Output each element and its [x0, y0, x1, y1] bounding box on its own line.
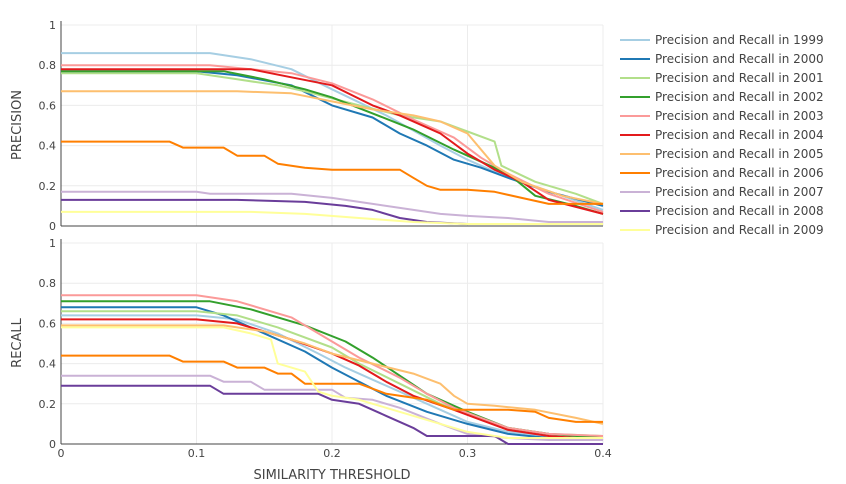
- legend-label: Precision and Recall in 2003: [655, 109, 824, 123]
- recall-y-tick-label: 0.4: [39, 358, 57, 371]
- recall-y-tick-label: 0: [49, 438, 56, 451]
- precision-y-tick-label: 0.6: [39, 99, 57, 112]
- recall-series-line: [61, 384, 603, 445]
- precision-y-tick-label: 1: [49, 19, 56, 32]
- legend-item[interactable]: Precision and Recall in 2002: [620, 90, 824, 104]
- legend-label: Precision and Recall in 2009: [655, 223, 824, 237]
- legend-label: Precision and Recall in 2002: [655, 90, 824, 104]
- precision-y-tick-label: 0.2: [39, 180, 57, 193]
- recall-y-tick-label: 1: [49, 237, 56, 250]
- legend: Precision and Recall in 1999 Precision an…: [620, 33, 824, 237]
- recall-series-line: [61, 306, 604, 441]
- x-tick-label: 0.4: [594, 447, 612, 460]
- legend-item[interactable]: Precision and Recall in 2004: [620, 128, 824, 142]
- recall-series-line: [61, 324, 604, 425]
- precision-y-tick-label: 0.8: [39, 59, 57, 72]
- precision-series-line: [61, 72, 604, 205]
- legend-item[interactable]: Precision and Recall in 1999: [620, 33, 824, 47]
- legend-item[interactable]: Precision and Recall in 2001: [620, 71, 824, 85]
- legend-item[interactable]: Precision and Recall in 2005: [620, 147, 824, 161]
- recall-y-tick-label: 0.6: [39, 317, 57, 330]
- precision-series-line: [61, 210, 603, 225]
- recall-axis-title: RECALL: [10, 317, 25, 367]
- precision-lines: [61, 52, 604, 225]
- recall-grid: [60, 239, 604, 445]
- x-tick-label: 0.2: [323, 447, 341, 460]
- recall-lines: [61, 294, 604, 445]
- x-axis-title: SIMILARITY THRESHOLD: [254, 468, 411, 483]
- precision-series-line: [61, 140, 603, 205]
- recall-y-tick-label: 0.2: [39, 398, 57, 411]
- recall-series-line: [61, 318, 604, 441]
- recall-panel: 0 0.2 0.4 0.6 0.8 1 RECALL: [10, 237, 604, 451]
- precision-y-tick-label: 0: [49, 220, 56, 233]
- x-tick-label: 0: [58, 447, 65, 460]
- legend-item[interactable]: Precision and Recall in 2000: [620, 52, 824, 66]
- legend-label: Precision and Recall in 2006: [655, 166, 824, 180]
- legend-item[interactable]: Precision and Recall in 2003: [620, 109, 824, 123]
- legend-item[interactable]: Precision and Recall in 2007: [620, 185, 824, 199]
- recall-y-tick-label: 0.8: [39, 277, 57, 290]
- legend-label: Precision and Recall in 2004: [655, 128, 824, 142]
- recall-y-ticks: 0 0.2 0.4 0.6 0.8 1: [39, 237, 57, 451]
- precision-series-line: [61, 70, 604, 215]
- legend-label: Precision and Recall in 2000: [655, 52, 824, 66]
- legend-label: Precision and Recall in 2007: [655, 185, 824, 199]
- precision-series-line: [61, 90, 604, 205]
- legend-label: Precision and Recall in 2001: [655, 71, 824, 85]
- legend-label: Precision and Recall in 2008: [655, 204, 824, 218]
- precision-axis-title: PRECISION: [10, 90, 25, 160]
- precision-series-line: [61, 190, 603, 223]
- precision-grid: [60, 21, 604, 227]
- recall-series-line: [61, 314, 604, 439]
- precision-panel: 0 0.2 0.4 0.6 0.8 1 PRECISION: [10, 19, 604, 233]
- x-tick-label: 0.3: [459, 447, 477, 460]
- precision-series-line: [61, 70, 604, 207]
- recall-series-line: [61, 326, 603, 439]
- legend-label: Precision and Recall in 1999: [655, 33, 824, 47]
- legend-item[interactable]: Precision and Recall in 2008: [620, 204, 824, 218]
- precision-y-tick-label: 0.4: [39, 140, 57, 153]
- precision-y-ticks: 0 0.2 0.4 0.6 0.8 1: [39, 19, 57, 233]
- x-ticks: 0 0.1 0.2 0.3 0.4: [58, 447, 612, 460]
- legend-item[interactable]: Precision and Recall in 2006: [620, 166, 824, 180]
- x-tick-label: 0.1: [188, 447, 206, 460]
- recall-series-line: [61, 294, 604, 437]
- recall-series-line: [61, 354, 603, 423]
- legend-item[interactable]: Precision and Recall in 2009: [620, 223, 824, 237]
- legend-label: Precision and Recall in 2005: [655, 147, 824, 161]
